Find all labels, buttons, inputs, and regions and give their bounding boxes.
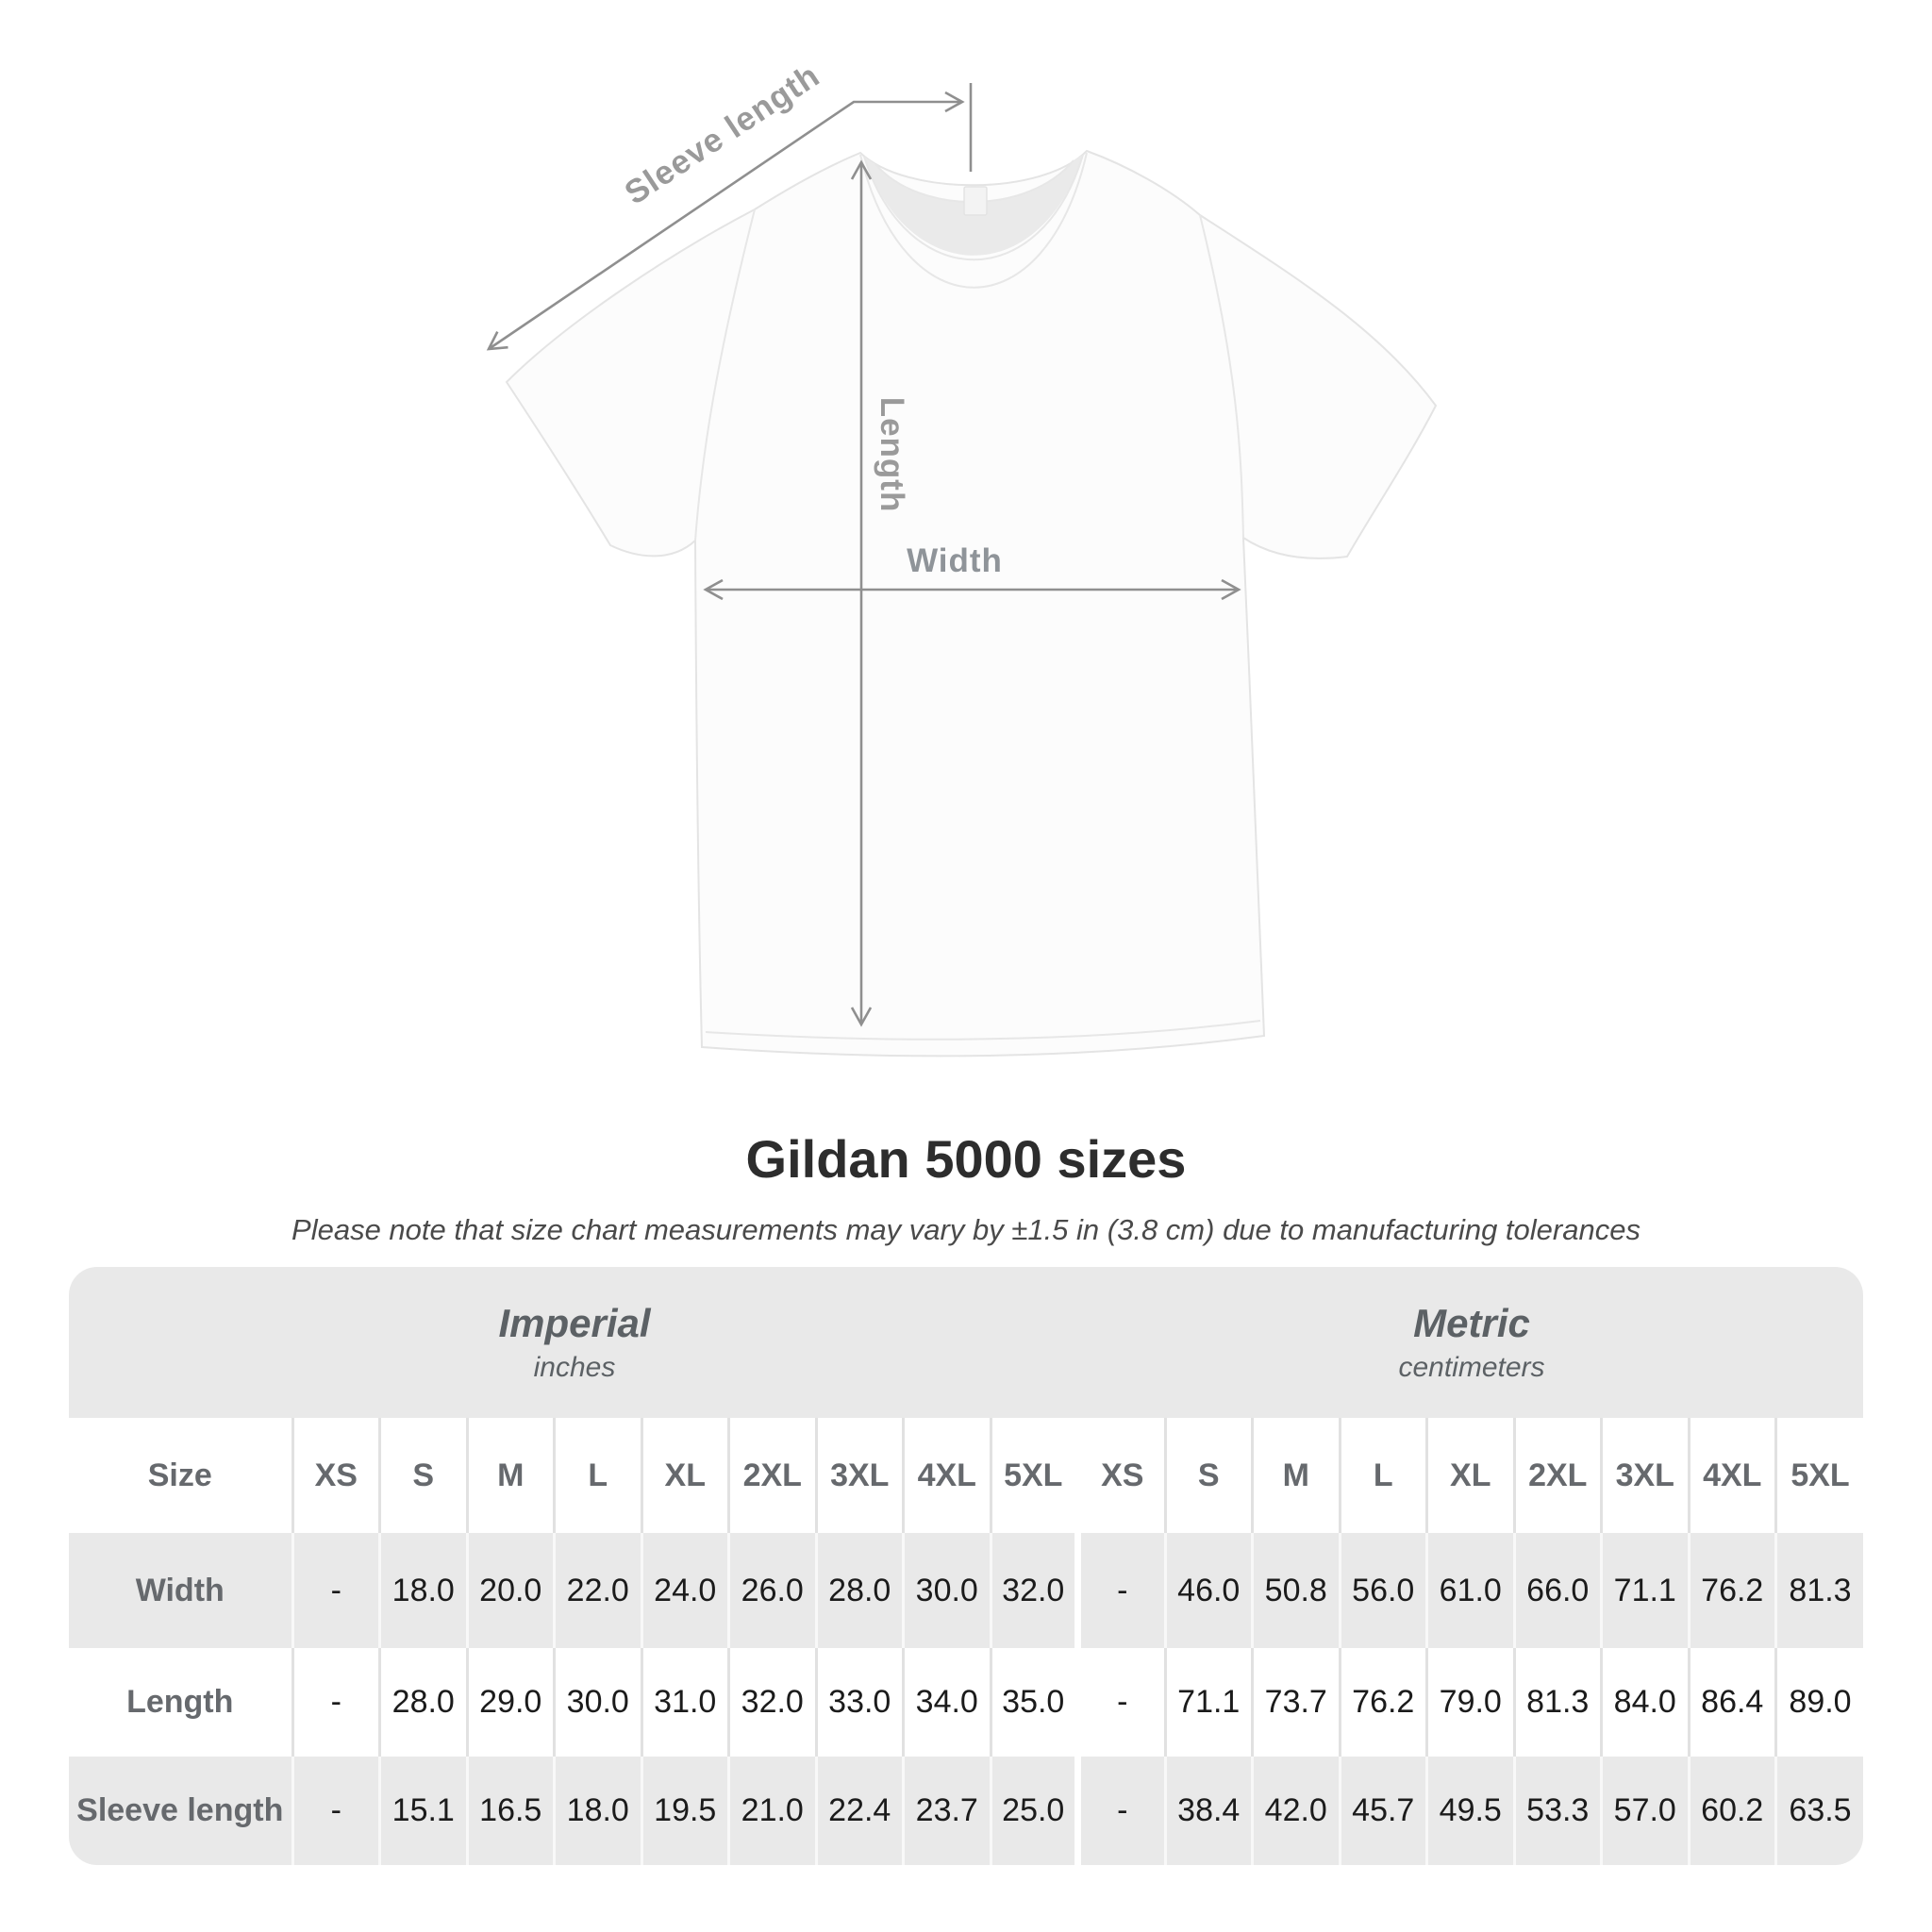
metric-size-l: L xyxy=(1338,1418,1427,1533)
metric-value: 79.0 xyxy=(1425,1648,1514,1757)
metric-value: 81.3 xyxy=(1512,1648,1602,1757)
imperial-value: 19.5 xyxy=(640,1757,729,1865)
metric-value: 81.3 xyxy=(1774,1533,1863,1648)
metric-value: 84.0 xyxy=(1600,1648,1689,1757)
length-label: Length xyxy=(874,397,910,513)
metric-value: 71.1 xyxy=(1163,1648,1253,1757)
imperial-value: 25.0 xyxy=(989,1757,1078,1865)
imperial-value: 15.1 xyxy=(378,1757,467,1865)
imperial-value: 33.0 xyxy=(814,1648,904,1757)
imperial-value: 18.0 xyxy=(378,1533,467,1648)
metric-size-3xl: 3XL xyxy=(1600,1418,1689,1533)
imperial-value: 16.5 xyxy=(465,1757,555,1865)
metric-unit: centimeters xyxy=(1398,1352,1545,1383)
imperial-value: 21.0 xyxy=(727,1757,816,1865)
metric-size-xl: XL xyxy=(1425,1418,1514,1533)
metric-value: 61.0 xyxy=(1425,1533,1514,1648)
imperial-title: Imperial xyxy=(498,1301,651,1345)
metric-value: 50.8 xyxy=(1251,1533,1340,1648)
row-label: Sleeve length xyxy=(76,1792,284,1828)
width-label: Width xyxy=(907,542,1003,579)
imperial-section-header: Imperial inches xyxy=(69,1267,1080,1418)
metric-size-2xl: 2XL xyxy=(1512,1418,1602,1533)
imperial-size-m: M xyxy=(465,1418,555,1533)
imperial-value: - xyxy=(291,1533,380,1648)
imperial-value: 20.0 xyxy=(465,1533,555,1648)
imperial-size-xl: XL xyxy=(640,1418,729,1533)
table-row-sleeve-length: Sleeve length -15.1 16.5 18.0 19.5 21.0 22.4 23… xyxy=(69,1757,1863,1865)
size-table: Imperial inches Metric centimeters Size X… xyxy=(69,1267,1863,1865)
metric-value: 71.1 xyxy=(1600,1533,1689,1648)
imperial-value: 30.0 xyxy=(902,1533,991,1648)
imperial-size-5xl: 5XL xyxy=(989,1418,1078,1533)
metric-size-xs: XS xyxy=(1074,1418,1165,1533)
tshirt-measurement-diagram: Sleeve length Length Width xyxy=(486,57,1438,1058)
metric-value: 63.5 xyxy=(1774,1757,1863,1865)
imperial-size-4xl: 4XL xyxy=(902,1418,991,1533)
imperial-value: 22.4 xyxy=(814,1757,904,1865)
row-label: Length xyxy=(126,1684,234,1720)
size-header-row: Size XS S M L XL 2XL 3XL 4XL 5XL XS S M L XL 2XL 3XL 4XL 5… xyxy=(69,1418,1863,1533)
metric-value: 46.0 xyxy=(1163,1533,1253,1648)
imperial-unit: inches xyxy=(533,1352,616,1383)
metric-size-5xl: 5XL xyxy=(1774,1418,1863,1533)
imperial-size-l: L xyxy=(553,1418,641,1533)
imperial-value: 32.0 xyxy=(727,1648,816,1757)
page-subtitle: Please note that size chart measurements… xyxy=(291,1213,1641,1246)
metric-value: 45.7 xyxy=(1338,1757,1427,1865)
page-title: Gildan 5000 sizes xyxy=(745,1129,1187,1189)
imperial-value: 30.0 xyxy=(553,1648,641,1757)
metric-value: 60.2 xyxy=(1687,1757,1776,1865)
table-row-length: Length -28.0 29.0 30.0 31.0 32.0 33.0 34.0 35.0-… xyxy=(69,1648,1863,1757)
imperial-value: 22.0 xyxy=(553,1533,641,1648)
metric-value: 66.0 xyxy=(1512,1533,1602,1648)
metric-value: 76.2 xyxy=(1338,1648,1427,1757)
imperial-size-3xl: 3XL xyxy=(814,1418,904,1533)
metric-value: 38.4 xyxy=(1163,1757,1253,1865)
imperial-value: 31.0 xyxy=(640,1648,729,1757)
neck-tag xyxy=(963,186,988,216)
size-column-header: Size xyxy=(147,1457,212,1493)
size-table-grid: Size XS S M L XL 2XL 3XL 4XL 5XL XS S M L XL 2XL 3XL 4XL 5… xyxy=(69,1418,1863,1865)
imperial-value: 29.0 xyxy=(465,1648,555,1757)
metric-value: 42.0 xyxy=(1251,1757,1340,1865)
metric-title: Metric xyxy=(1413,1301,1530,1345)
imperial-value: 34.0 xyxy=(902,1648,991,1757)
metric-value: - xyxy=(1074,1648,1165,1757)
imperial-value: 32.0 xyxy=(989,1533,1078,1648)
imperial-value: 35.0 xyxy=(989,1648,1078,1757)
metric-section-header: Metric centimeters xyxy=(1080,1267,1863,1418)
imperial-value: 18.0 xyxy=(553,1757,641,1865)
metric-value: 73.7 xyxy=(1251,1648,1340,1757)
metric-value: - xyxy=(1074,1757,1165,1865)
metric-value: 86.4 xyxy=(1687,1648,1776,1757)
unit-band: Imperial inches Metric centimeters xyxy=(69,1267,1863,1418)
imperial-value: 23.7 xyxy=(902,1757,991,1865)
metric-value: 89.0 xyxy=(1774,1648,1863,1757)
imperial-value: - xyxy=(291,1757,380,1865)
metric-value: 56.0 xyxy=(1338,1533,1427,1648)
sleeve-length-arrow xyxy=(486,91,965,351)
metric-size-m: M xyxy=(1251,1418,1340,1533)
metric-value: 53.3 xyxy=(1512,1757,1602,1865)
tshirt-graphic xyxy=(505,149,1438,1058)
metric-value: 76.2 xyxy=(1687,1533,1776,1648)
metric-size-4xl: 4XL xyxy=(1687,1418,1776,1533)
imperial-size-2xl: 2XL xyxy=(727,1418,816,1533)
row-label: Width xyxy=(135,1572,225,1608)
imperial-value: 28.0 xyxy=(814,1533,904,1648)
imperial-size-s: S xyxy=(378,1418,467,1533)
imperial-value: 26.0 xyxy=(727,1533,816,1648)
imperial-size-xs: XS xyxy=(291,1418,380,1533)
imperial-value: - xyxy=(291,1648,380,1757)
metric-value: 57.0 xyxy=(1600,1757,1689,1865)
metric-value: 49.5 xyxy=(1425,1757,1514,1865)
imperial-value: 28.0 xyxy=(378,1648,467,1757)
metric-size-s: S xyxy=(1163,1418,1253,1533)
imperial-value: 24.0 xyxy=(640,1533,729,1648)
table-row-width: Width -18.0 20.0 22.0 24.0 26.0 28.0 30.0 32.0-4… xyxy=(69,1533,1863,1648)
metric-value: - xyxy=(1074,1533,1165,1648)
